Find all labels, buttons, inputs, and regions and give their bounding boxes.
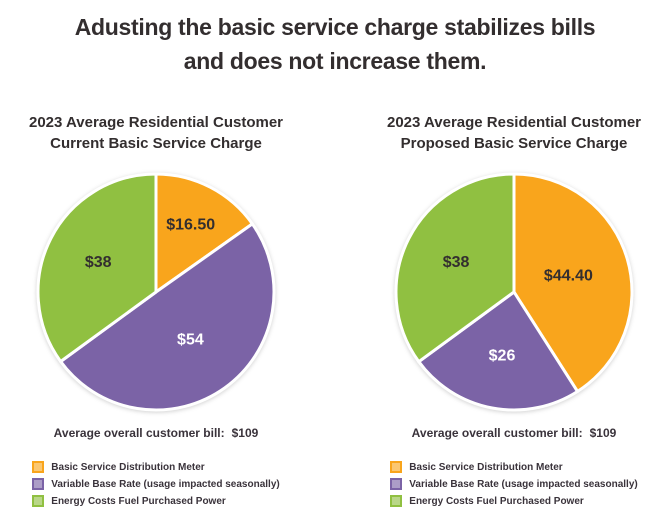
- average-bill-note-proposed: Average overall customer bill: $109: [412, 426, 617, 440]
- legend-item-basic-service: Basic Service Distribution Meter: [32, 461, 279, 473]
- main-title-line-1: Adusting the basic service charge stabil…: [74, 14, 596, 40]
- legend-item-variable-base-rate: Variable Base Rate (usage impacted seaso…: [390, 478, 638, 490]
- average-bill-note-label: Average overall customer bill:: [411, 426, 583, 440]
- legend-swatch-green-icon: [390, 495, 403, 507]
- chart-title-current: 2023 Average Residential Customer Curren…: [29, 112, 283, 154]
- charts-row: 2023 Average Residential Customer Curren…: [0, 112, 670, 507]
- pie-slice-label: $26: [489, 347, 516, 364]
- pie-slice: [36, 172, 158, 363]
- pie-slice-label: $38: [443, 254, 470, 271]
- pie-slice: [394, 172, 516, 364]
- legend-swatch-green-icon: [32, 495, 45, 507]
- legend-label: Basic Service Distribution Meter: [409, 461, 563, 473]
- legend-current: Basic Service Distribution Meter Variabl…: [32, 461, 280, 507]
- legend-item-energy-costs: Energy Costs Fuel Purchased Power: [390, 495, 637, 507]
- average-bill-note-value: $109: [231, 426, 259, 440]
- average-bill-note-label: Average overall customer bill:: [53, 426, 225, 440]
- main-title-line-2: and does not increase them.: [183, 48, 487, 74]
- legend-proposed: Basic Service Distribution Meter Variabl…: [390, 461, 638, 507]
- legend-item-variable-base-rate: Variable Base Rate (usage impacted seaso…: [32, 478, 280, 490]
- legend-swatch-purple-icon: [32, 478, 45, 490]
- chart-column-current: 2023 Average Residential Customer Curren…: [12, 112, 300, 507]
- pie-slice-label: $38: [85, 254, 112, 271]
- chart-title-current-line-2: Current Basic Service Charge: [50, 135, 262, 152]
- chart-title-proposed: 2023 Average Residential Customer Propos…: [387, 112, 641, 154]
- pie-chart-proposed: $44.40 $26 $38: [394, 172, 634, 412]
- average-bill-note-current: Average overall customer bill: $109: [54, 426, 259, 440]
- legend-swatch-purple-icon: [390, 478, 403, 490]
- legend-label: Variable Base Rate (usage impacted seaso…: [409, 478, 638, 490]
- chart-column-proposed: 2023 Average Residential Customer Propos…: [370, 112, 658, 507]
- chart-title-proposed-line-1: 2023 Average Residential Customer: [387, 114, 641, 131]
- pie-slice-label: $44.40: [544, 268, 593, 285]
- pie-slice: [59, 222, 276, 412]
- main-title: Adusting the basic service charge stabil…: [0, 0, 670, 78]
- legend-label: Basic Service Distribution Meter: [51, 461, 205, 473]
- chart-title-proposed-line-2: Proposed Basic Service Charge: [400, 135, 628, 152]
- pie-slice-label: $16.50: [166, 216, 215, 233]
- chart-title-current-line-1: 2023 Average Residential Customer: [29, 114, 283, 131]
- pie-slice: [417, 290, 579, 412]
- legend-label: Energy Costs Fuel Purchased Power: [409, 495, 584, 507]
- legend-label: Energy Costs Fuel Purchased Power: [51, 495, 226, 507]
- pie-chart-current: $16.50 $54 $38: [36, 172, 276, 412]
- pie-slice: [154, 172, 254, 294]
- legend-label: Variable Base Rate (usage impacted seaso…: [51, 478, 280, 490]
- pie-slice-label: $54: [177, 331, 204, 348]
- average-bill-note-value: $109: [589, 426, 617, 440]
- legend-item-basic-service: Basic Service Distribution Meter: [390, 461, 637, 473]
- legend-item-energy-costs: Energy Costs Fuel Purchased Power: [32, 495, 279, 507]
- legend-swatch-yellow-icon: [390, 461, 403, 473]
- legend-swatch-yellow-icon: [32, 461, 45, 473]
